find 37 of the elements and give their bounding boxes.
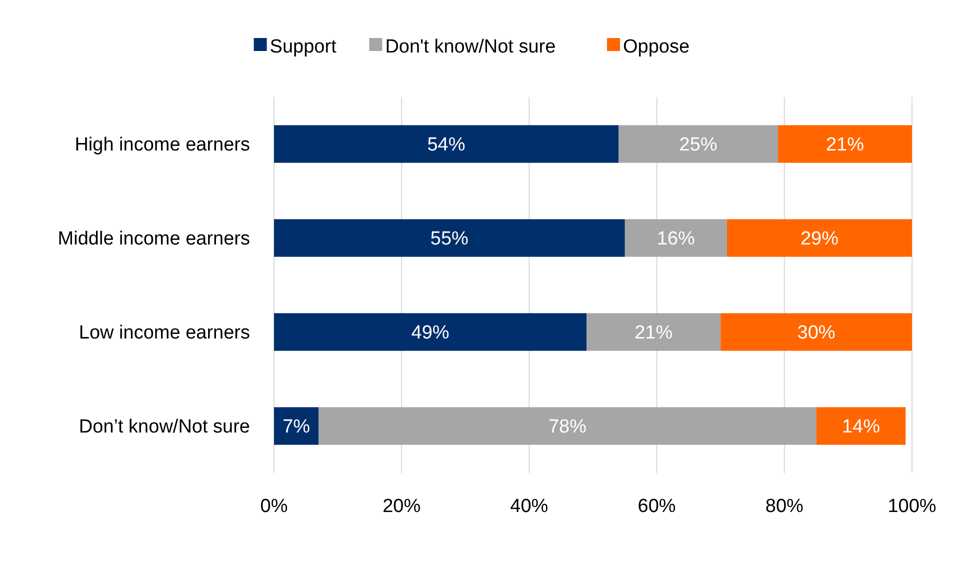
data-label: 55% bbox=[430, 228, 469, 250]
legend-label: Don't know/Not sure bbox=[385, 36, 556, 58]
bar bbox=[274, 219, 625, 257]
x-tick-label: 60% bbox=[638, 496, 676, 517]
y-tick-label: Low income earners bbox=[78, 322, 250, 344]
data-label: 29% bbox=[800, 228, 839, 250]
bar bbox=[586, 313, 721, 351]
legend-label: Oppose bbox=[623, 36, 690, 58]
x-tick-label: 40% bbox=[510, 496, 548, 517]
bar bbox=[816, 407, 906, 445]
x-tick-label: 20% bbox=[382, 496, 421, 517]
y-tick-label: High income earners bbox=[74, 134, 250, 156]
x-tick-label: 100% bbox=[888, 496, 936, 517]
bar bbox=[274, 313, 587, 351]
data-label: 78% bbox=[548, 416, 587, 438]
legend-label: Support bbox=[270, 36, 338, 58]
data-label: 54% bbox=[427, 134, 466, 156]
data-label: 21% bbox=[826, 134, 864, 156]
data-label: 14% bbox=[842, 416, 880, 438]
data-label: 7% bbox=[282, 416, 310, 438]
data-label: 25% bbox=[679, 134, 718, 156]
bar bbox=[720, 313, 912, 351]
bar bbox=[274, 407, 319, 445]
data-label: 49% bbox=[411, 322, 450, 344]
bar bbox=[274, 125, 619, 163]
y-tick-label: Middle income earners bbox=[58, 228, 250, 250]
data-label: 30% bbox=[797, 322, 836, 344]
x-tick-label: 0% bbox=[260, 496, 288, 517]
data-label: 21% bbox=[634, 322, 673, 344]
bar bbox=[726, 219, 912, 257]
bar bbox=[624, 219, 727, 257]
x-tick-label: 80% bbox=[765, 496, 804, 517]
y-tick-label: Don’t know/Not sure bbox=[78, 416, 250, 438]
data-label: 16% bbox=[656, 228, 696, 250]
bar bbox=[318, 407, 816, 445]
bar bbox=[778, 125, 912, 163]
bar bbox=[618, 125, 778, 163]
